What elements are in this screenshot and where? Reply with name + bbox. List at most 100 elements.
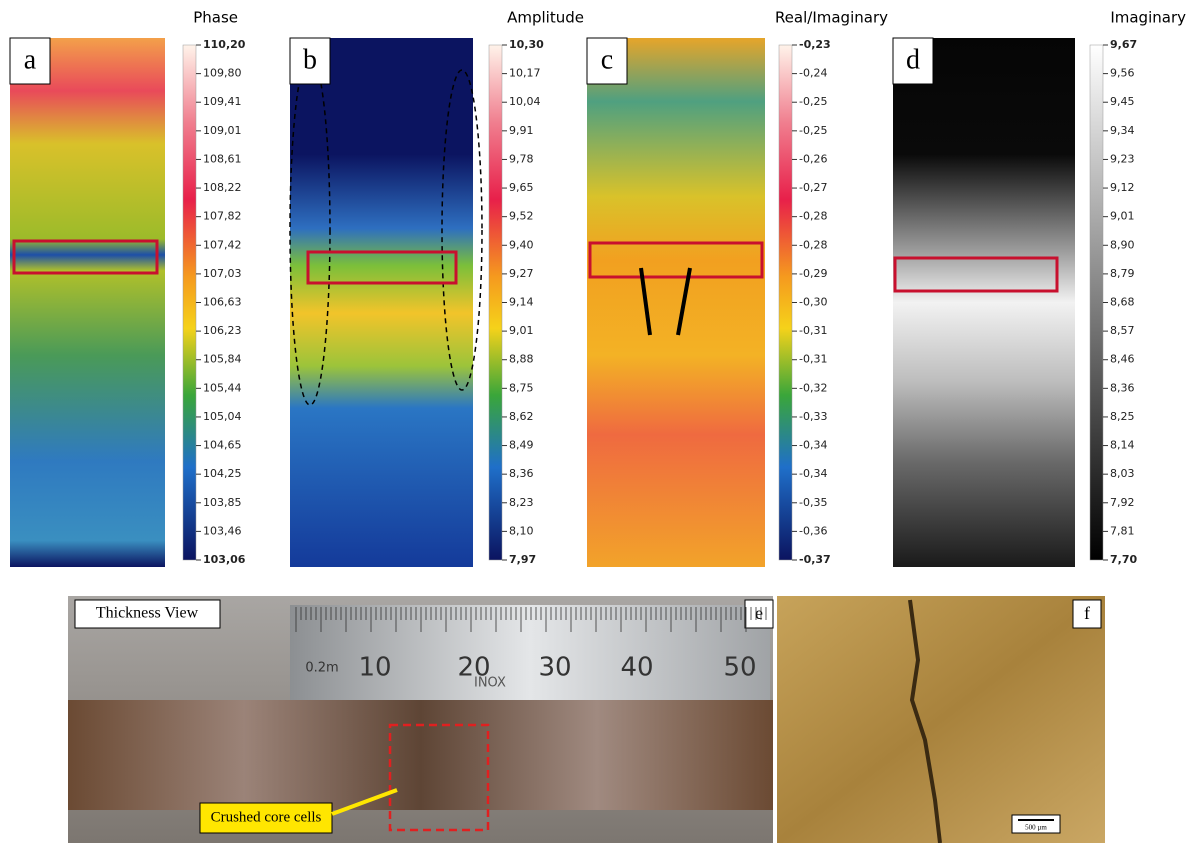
colorbar-tick-label: 8,88 [509,353,534,366]
scale-bar-label: 500 µm [1025,824,1047,832]
colorbar-tick-label: 106,23 [203,324,242,337]
panel-label: f [1084,603,1090,623]
figure: Thickness View e Crushed core cells INOX… [0,0,1188,843]
colorbar-tick-label: -0,28 [799,238,827,251]
colorbar-tick-label: -0,31 [799,353,827,366]
colorbar-tick-label: 8,75 [509,381,534,394]
colorbar-tick-label: 103,06 [203,553,246,566]
colorbar-tick-label: 9,91 [509,124,534,137]
colorbar-tick-label: 9,52 [509,210,534,223]
colorbar-tick-label: 8,25 [1110,410,1135,423]
colorbar-tick-label: 9,45 [1110,95,1135,108]
thermogram-a [10,38,165,567]
colorbar-tick-label: -0,30 [799,296,827,309]
colorbar-tick-label: 9,01 [1110,210,1135,223]
panel-label: a [24,44,37,75]
ruler-mark: 0.2m [305,661,338,676]
thermogram-b [290,38,473,567]
colorbar-tick-label: 105,84 [203,353,242,366]
colorbar-tick-label: 107,42 [203,238,242,251]
colorbar-tick-label: 8,90 [1110,238,1135,251]
thermogram-d [893,38,1075,567]
ruler-mark: 30 [538,653,571,683]
colorbar-tick-label: 107,03 [203,267,242,280]
colorbar-tick-label: -0,24 [799,67,827,80]
colorbar-tick-label: 8,62 [509,410,534,423]
ruler-mark: 10 [358,653,391,683]
caption: Thickness View [96,605,199,622]
colorbar-tick-label: 104,25 [203,467,242,480]
colorbar-tick-label: 106,63 [203,296,242,309]
colorbar-tick-label: 9,65 [509,181,534,194]
panel-label: c [601,44,613,75]
colorbar-tick-label: 9,56 [1110,67,1135,80]
panel-label: b [303,44,317,75]
colorbar-tick-label: 103,46 [203,524,242,537]
colorbar-tick-label: 7,70 [1110,553,1137,566]
ruler-mark: 20 [457,653,490,683]
honeycomb-core [68,700,773,810]
colorbar-tick-label: 109,41 [203,95,242,108]
annotation: Crushed core cells [211,809,322,825]
colorbar-tick-label: 8,23 [509,496,534,509]
colorbar-tick-label: 9,01 [509,324,534,337]
colorbar-tick-label: -0,36 [799,524,827,537]
colorbar-tick-label: 10,04 [509,95,541,108]
colorbar-tick-label: 8,36 [1110,381,1135,394]
colorbar-tick-label: 9,27 [509,267,534,280]
colorbar-tick-label: 8,57 [1110,324,1135,337]
colorbar [1090,45,1103,560]
colorbar-tick-label: -0,37 [799,553,831,566]
colorbar-tick-label: 8,14 [1110,439,1135,452]
colorbar-tick-label: 9,34 [1110,124,1135,137]
colorbar-tick-label: -0,28 [799,210,827,223]
colorbar-tick-label: 104,65 [203,439,242,452]
colorbar-tick-label: -0,32 [799,381,827,394]
colorbar-tick-label: 9,12 [1110,181,1135,194]
colorbar-tick-label: 8,79 [1110,267,1135,280]
colorbar-tick-label: -0,27 [799,181,827,194]
colorbar [779,45,792,560]
colorbar-title: Amplitude [507,9,584,27]
colorbar-tick-label: 108,61 [203,152,242,165]
ruler-mark: 40 [620,653,653,683]
colorbar-tick-label: 7,81 [1110,524,1135,537]
ruler-mark: 50 [723,653,756,683]
colorbar-tick-label: 7,97 [509,553,536,566]
colorbar-tick-label: -0,34 [799,467,827,480]
colorbar-tick-label: 10,30 [509,38,544,51]
colorbar-tick-label: 8,68 [1110,296,1135,309]
colorbar-tick-label: 9,67 [1110,38,1137,51]
colorbar-tick-label: -0,26 [799,152,827,165]
colorbar-tick-label: -0,23 [799,38,831,51]
colorbar-tick-label: -0,25 [799,95,827,108]
colorbar-tick-label: 10,17 [509,67,541,80]
colorbar-tick-label: 108,22 [203,181,242,194]
colorbar-tick-label: 9,23 [1110,152,1135,165]
colorbar [489,45,502,560]
colorbar-tick-label: 110,20 [203,38,246,51]
colorbar-tick-label: -0,25 [799,124,827,137]
colorbar-tick-label: 105,04 [203,410,242,423]
colorbar-title: Phase [193,9,238,27]
colorbar [183,45,196,560]
colorbar-tick-label: 8,46 [1110,353,1135,366]
colorbar-tick-label: -0,34 [799,439,827,452]
colorbar-title: Imaginary [1110,9,1186,27]
thermogram-c [587,38,765,567]
photo-f [777,596,1105,843]
colorbar-title: Real/Imaginary [775,9,888,27]
colorbar-tick-label: -0,33 [799,410,827,423]
colorbar-tick-label: 9,14 [509,296,534,309]
colorbar-tick-label: 109,01 [203,124,242,137]
colorbar-tick-label: -0,31 [799,324,827,337]
colorbar-tick-label: 103,85 [203,496,242,509]
panel-label: d [906,44,920,75]
colorbar-tick-label: -0,35 [799,496,827,509]
colorbar-tick-label: 8,03 [1110,467,1135,480]
colorbar-tick-label: 109,80 [203,67,242,80]
colorbar-tick-label: 8,10 [509,524,534,537]
colorbar-tick-label: 105,44 [203,381,242,394]
colorbar-tick-label: 8,49 [509,439,534,452]
colorbar-tick-label: 107,82 [203,210,242,223]
